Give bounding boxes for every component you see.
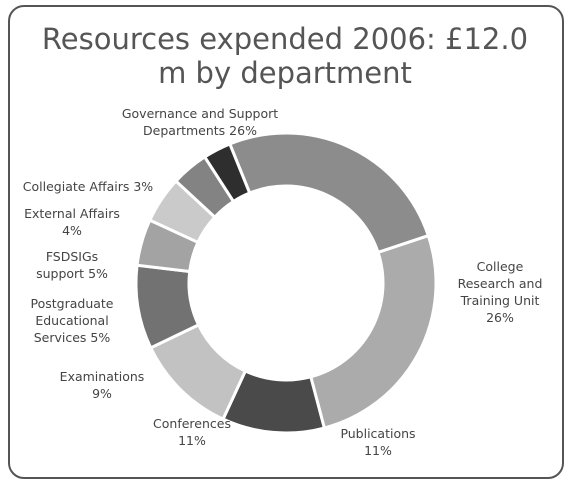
category-name: External Affairs bbox=[24, 206, 120, 221]
value-label: 26% bbox=[229, 123, 257, 138]
category-name: FSDSIGs support bbox=[36, 249, 99, 281]
category-name: Publications bbox=[340, 426, 416, 441]
category-name: Conferences bbox=[153, 416, 231, 431]
segment-label: FSDSIGs support 5% bbox=[28, 248, 116, 282]
category-name: Governance and Support Departments bbox=[121, 106, 279, 138]
category-name: Collegiate Affairs bbox=[22, 179, 130, 194]
value-label: 11% bbox=[178, 433, 206, 448]
donut-segment bbox=[227, 131, 431, 255]
segment-label: Governance and Support Departments 26% bbox=[110, 105, 290, 139]
segment-label: Collegiate Affairs 3% bbox=[3, 178, 173, 195]
donut-segment bbox=[308, 233, 438, 430]
frame bbox=[8, 5, 564, 479]
value-label: 26% bbox=[486, 310, 514, 325]
donut-segment bbox=[202, 141, 252, 204]
chart-title: Resources expended 2006: £12.0 m by depa… bbox=[41, 22, 529, 90]
segment-label: Postgraduate Educational Services 5% bbox=[27, 295, 117, 346]
value-label: 11% bbox=[364, 443, 392, 458]
value-label: 9% bbox=[92, 386, 112, 401]
segment-label: College Research and Training Unit 26% bbox=[454, 258, 546, 326]
value-label: 5% bbox=[90, 330, 111, 345]
category-name: College Research and Training Unit bbox=[457, 259, 543, 308]
category-name: Examinations bbox=[59, 369, 145, 384]
segment-label: Examinations 9% bbox=[57, 368, 147, 402]
value-label: 3% bbox=[133, 179, 154, 194]
category-name: Postgraduate Educational Services bbox=[30, 296, 114, 345]
segment-label: External Affairs 4% bbox=[17, 205, 127, 239]
value-label: 5% bbox=[88, 266, 108, 281]
segment-label: Publications 11% bbox=[334, 425, 422, 459]
value-label: 4% bbox=[62, 223, 82, 238]
segment-label: Conferences 11% bbox=[150, 415, 235, 449]
